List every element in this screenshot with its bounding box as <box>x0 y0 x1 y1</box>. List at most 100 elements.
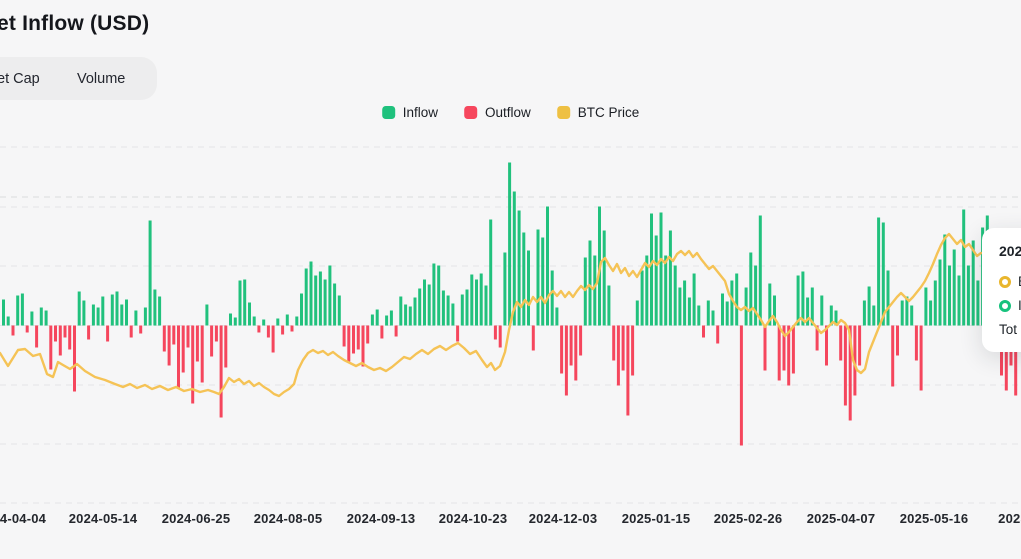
inflow-bar[interactable] <box>645 255 649 326</box>
outflow-bar[interactable] <box>621 325 625 371</box>
outflow-bar[interactable] <box>347 325 351 362</box>
inflow-bar[interactable] <box>957 275 961 326</box>
inflow-bar[interactable] <box>910 305 914 326</box>
inflow-bar[interactable] <box>205 304 209 326</box>
inflow-bar[interactable] <box>503 252 507 326</box>
inflow-bar[interactable] <box>905 296 909 326</box>
outflow-bar[interactable] <box>195 325 199 362</box>
outflow-bar[interactable] <box>139 325 143 334</box>
inflow-bar[interactable] <box>276 318 280 326</box>
inflow-bar[interactable] <box>607 285 611 326</box>
outflow-bar[interactable] <box>257 325 261 333</box>
inflow-bar[interactable] <box>323 279 327 326</box>
inflow-bar[interactable] <box>158 296 162 326</box>
inflow-bar[interactable] <box>451 303 455 326</box>
outflow-bar[interactable] <box>777 325 781 381</box>
inflow-bar[interactable] <box>243 279 247 326</box>
inflow-bar[interactable] <box>697 305 701 326</box>
outflow-bar[interactable] <box>574 325 578 381</box>
inflow-bar[interactable] <box>489 219 493 326</box>
inflow-bar[interactable] <box>668 230 672 326</box>
outflow-bar[interactable] <box>739 325 743 446</box>
inflow-bar[interactable] <box>479 273 483 326</box>
outflow-bar[interactable] <box>498 325 502 348</box>
inflow-bar[interactable] <box>233 317 237 326</box>
inflow-bar[interactable] <box>304 268 308 326</box>
outflow-bar[interactable] <box>11 325 15 336</box>
outflow-bar[interactable] <box>569 325 573 366</box>
outflow-bar[interactable] <box>1004 325 1008 391</box>
inflow-bar[interactable] <box>588 240 592 326</box>
inflow-bar[interactable] <box>252 316 256 326</box>
inflow-bar[interactable] <box>602 230 606 326</box>
inflow-bar[interactable] <box>2 299 5 326</box>
outflow-bar[interactable] <box>106 325 110 342</box>
outflow-bar[interactable] <box>342 325 346 347</box>
inflow-bar[interactable] <box>877 217 881 326</box>
inflow-bar[interactable] <box>385 315 389 326</box>
inflow-bar[interactable] <box>115 291 119 326</box>
inflow-bar[interactable] <box>143 307 147 326</box>
inflow-bar[interactable] <box>593 255 597 326</box>
inflow-bar[interactable] <box>527 250 530 326</box>
inflow-bar[interactable] <box>153 289 157 326</box>
outflow-bar[interactable] <box>200 325 204 383</box>
inflow-bar[interactable] <box>886 270 890 326</box>
legend-item-inflow[interactable]: Inflow <box>381 105 438 120</box>
inflow-bar[interactable] <box>673 265 677 326</box>
inflow-bar[interactable] <box>721 293 724 326</box>
inflow-bar[interactable] <box>262 319 266 326</box>
inflow-bar[interactable] <box>943 234 947 326</box>
inflow-bar[interactable] <box>583 257 587 326</box>
inflow-bar[interactable] <box>418 288 422 326</box>
outflow-bar[interactable] <box>73 325 76 392</box>
inflow-bar[interactable] <box>460 294 464 326</box>
outflow-bar[interactable] <box>172 325 176 345</box>
outflow-bar[interactable] <box>35 325 39 348</box>
inflow-bar[interactable] <box>44 310 48 326</box>
inflow-bar[interactable] <box>881 222 885 326</box>
inflow-bar[interactable] <box>470 274 474 326</box>
outflow-bar[interactable] <box>58 325 62 356</box>
tab-volume[interactable]: Volume <box>77 70 126 87</box>
outflow-bar[interactable] <box>352 325 355 354</box>
inflow-bar[interactable] <box>829 305 833 326</box>
inflow-bar[interactable] <box>423 279 426 326</box>
inflow-bar[interactable] <box>446 295 450 326</box>
inflow-bar[interactable] <box>640 270 644 326</box>
outflow-bar[interactable] <box>825 325 828 366</box>
inflow-bar[interactable] <box>248 302 251 326</box>
inflow-bar[interactable] <box>96 307 100 326</box>
legend-item-btc-price[interactable]: BTC Price <box>556 105 639 120</box>
inflow-bar[interactable] <box>300 293 303 326</box>
inflow-bar[interactable] <box>872 305 876 326</box>
inflow-bar[interactable] <box>820 295 824 326</box>
tab-market-cap[interactable]: et Cap <box>0 70 40 87</box>
inflow-bar[interactable] <box>754 265 758 326</box>
outflow-bar[interactable] <box>612 325 616 361</box>
inflow-bar[interactable] <box>314 275 318 326</box>
outflow-bar[interactable] <box>162 325 166 352</box>
inflow-bar[interactable] <box>834 310 838 326</box>
inflow-bar[interactable] <box>82 300 86 326</box>
outflow-bar[interactable] <box>493 325 497 340</box>
outflow-bar[interactable] <box>191 325 195 404</box>
inflow-bar[interactable] <box>546 206 549 326</box>
inflow-bar[interactable] <box>683 280 687 326</box>
inflow-bar[interactable] <box>404 304 408 326</box>
inflow-bar[interactable] <box>285 314 289 326</box>
inflow-bar[interactable] <box>441 290 445 326</box>
outflow-bar[interactable] <box>531 325 535 351</box>
inflow-bar[interactable] <box>517 210 521 326</box>
outflow-bar[interactable] <box>224 325 228 368</box>
outflow-bar[interactable] <box>716 325 720 344</box>
inflow-bar[interactable] <box>508 162 512 326</box>
inflow-bar[interactable] <box>933 280 937 326</box>
inflow-bar[interactable] <box>687 297 691 326</box>
inflow-bar[interactable] <box>550 270 554 326</box>
legend-item-outflow[interactable]: Outflow <box>463 105 531 120</box>
outflow-bar[interactable] <box>63 325 67 338</box>
inflow-bar[interactable] <box>408 306 412 326</box>
outflow-bar[interactable] <box>167 325 171 366</box>
